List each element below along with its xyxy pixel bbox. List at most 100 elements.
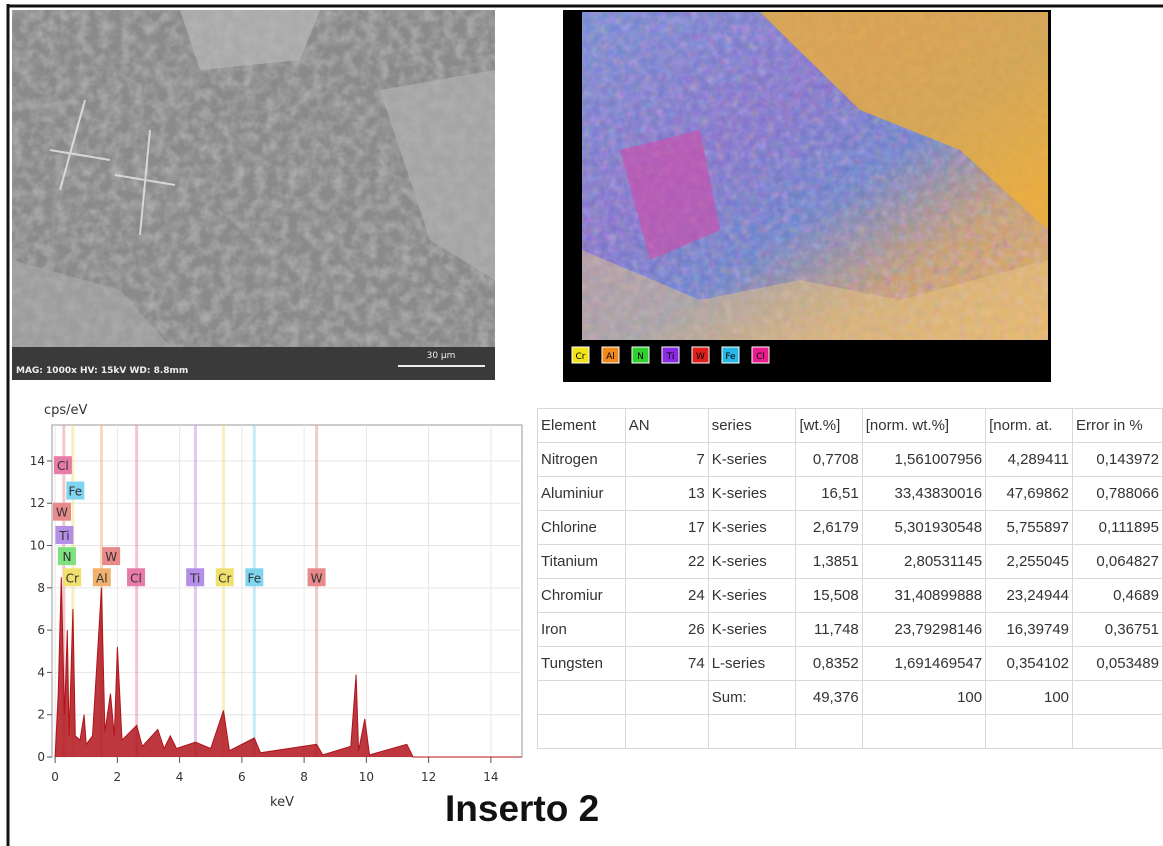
header-cell: Element (538, 409, 626, 443)
table-cell: 22 (625, 545, 708, 579)
peak-label: N (62, 550, 71, 564)
table-cell: 0,8352 (796, 647, 862, 681)
table-cell: 7 (625, 443, 708, 477)
table-cell: 17 (625, 511, 708, 545)
table-cell: 1,561007956 (862, 443, 985, 477)
peak-label: W (56, 506, 68, 520)
peak-label: Fe (247, 571, 261, 585)
table-cell: 0,4689 (1073, 579, 1163, 613)
peak-label: W (105, 550, 117, 564)
legend-label: Cl (756, 352, 765, 362)
table-cell: K-series (708, 511, 796, 545)
peak-label: Ti (58, 529, 69, 543)
table-cell: 15,508 (796, 579, 862, 613)
x-axis-label: keV (270, 795, 294, 810)
y-tick-label: 4 (37, 665, 45, 679)
peak-label: Fe (69, 485, 83, 499)
table-cell (862, 715, 985, 749)
table-cell: 33,43830016 (862, 477, 985, 511)
table-cell: K-series (708, 545, 796, 579)
table-cell (1073, 681, 1163, 715)
peak-label: Al (96, 571, 108, 585)
legend-label: N (637, 352, 644, 362)
y-tick-label: 10 (30, 539, 45, 553)
x-tick-label: 14 (483, 770, 498, 784)
header-cell: Error in % (1073, 409, 1163, 443)
table-cell: 0,788066 (1073, 477, 1163, 511)
table-cell: Iron (538, 613, 626, 647)
table-cell: Tungsten (538, 647, 626, 681)
table-cell: Titanium (538, 545, 626, 579)
table-cell: 26 (625, 613, 708, 647)
table-cell: Aluminiur (538, 477, 626, 511)
table-cell: 2,80531145 (862, 545, 985, 579)
header-cell: [norm. wt.%] (862, 409, 985, 443)
y-tick-label: 0 (37, 750, 45, 764)
header-cell: [wt.%] (796, 409, 862, 443)
caption: Inserto 2 (445, 788, 599, 830)
table-cell: 31,40899888 (862, 579, 985, 613)
sem-info: MAG: 1000x HV: 15kV WD: 8.8mm (16, 366, 188, 376)
table-cell: Nitrogen (538, 443, 626, 477)
table-cell: 13 (625, 477, 708, 511)
peak-label: Cr (66, 571, 79, 585)
table-cell: 11,748 (796, 613, 862, 647)
scale-label: 30 µm (427, 351, 456, 361)
peak-label: Cl (57, 459, 69, 473)
table-cell: 16,51 (796, 477, 862, 511)
plot-area (52, 425, 522, 757)
table-cell: L-series (708, 647, 796, 681)
table-cell (538, 681, 626, 715)
table-cell: 5,755897 (986, 511, 1073, 545)
x-tick-label: 10 (359, 770, 374, 784)
sem-image: MAG: 1000x HV: 15kV WD: 8.8mm 30 µm (12, 10, 495, 380)
table-cell (986, 715, 1073, 749)
table-cell: 1,3851 (796, 545, 862, 579)
peak-label: W (311, 571, 323, 585)
x-tick-label: 8 (300, 770, 308, 784)
y-tick-label: 12 (30, 496, 45, 510)
header-cell: series (708, 409, 796, 443)
legend-label: W (696, 352, 705, 362)
table-cell: 1,691469547 (862, 647, 985, 681)
table-cell: 0,143972 (1073, 443, 1163, 477)
table-cell: 0,354102 (986, 647, 1073, 681)
table-cell: Chlorine (538, 511, 626, 545)
table-cell: K-series (708, 477, 796, 511)
table-cell: 4,289411 (986, 443, 1073, 477)
legend-label: Ti (666, 352, 675, 362)
header-cell: [norm. at. (986, 409, 1073, 443)
table-cell: 0,064827 (1073, 545, 1163, 579)
table-cell: 100 (862, 681, 985, 715)
table-cell: 49,376 (796, 681, 862, 715)
y-tick-label: 14 (30, 454, 45, 468)
y-tick-label: 6 (37, 623, 45, 637)
table-cell (625, 715, 708, 749)
table-cell (708, 715, 796, 749)
table-cell: 2,255045 (986, 545, 1073, 579)
table-cell: 0,111895 (1073, 511, 1163, 545)
x-tick-label: 2 (114, 770, 122, 784)
x-tick-label: 4 (176, 770, 184, 784)
y-tick-label: 2 (37, 708, 45, 722)
table-cell: 0,36751 (1073, 613, 1163, 647)
y-axis-label: cps/eV (44, 403, 88, 418)
legend-label: Al (606, 352, 615, 362)
table-cell: 5,301930548 (862, 511, 985, 545)
table-cell: Sum: (708, 681, 796, 715)
header-cell: AN (625, 409, 708, 443)
table-cell: K-series (708, 613, 796, 647)
table-cell (625, 681, 708, 715)
table-cell (538, 715, 626, 749)
legend-label: Cr (576, 352, 586, 362)
table-cell: 47,69862 (986, 477, 1073, 511)
x-tick-label: 6 (238, 770, 246, 784)
